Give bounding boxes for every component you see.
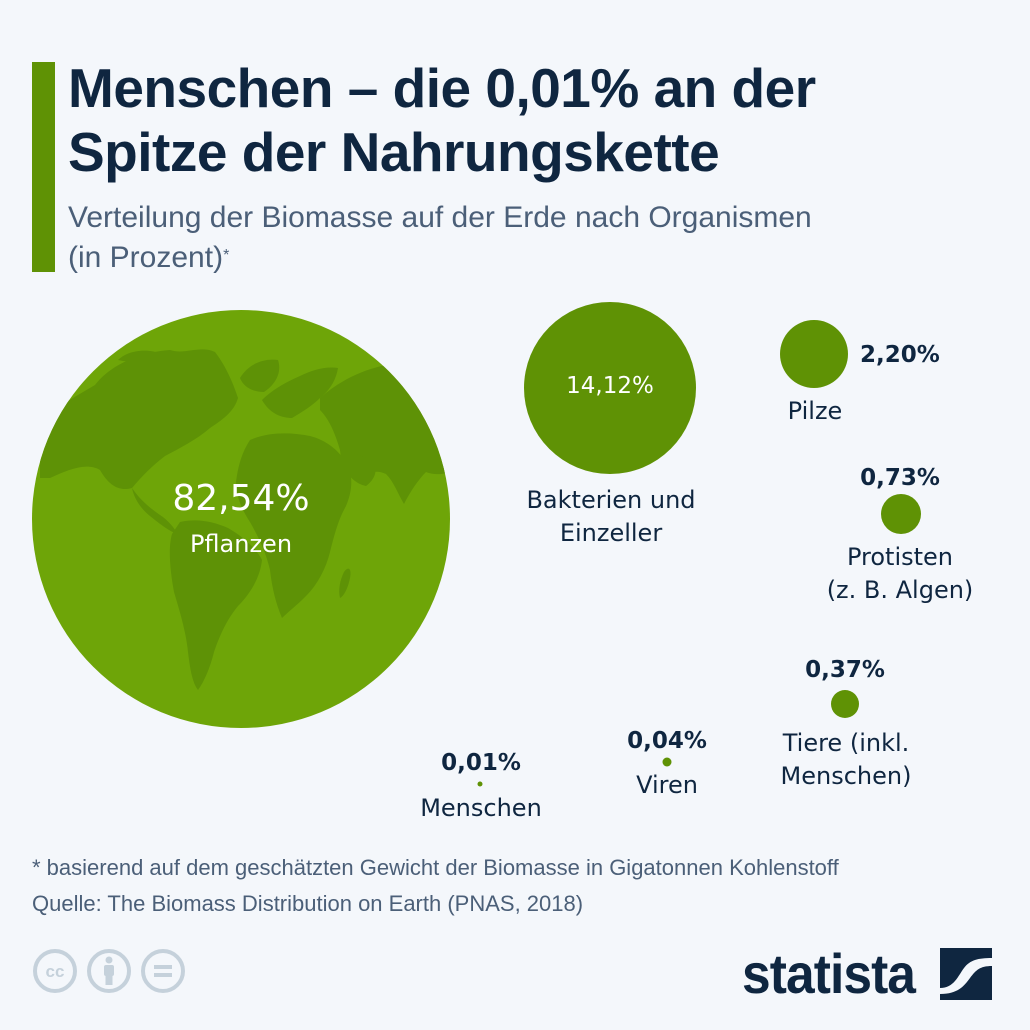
- bubble-tiere: [831, 690, 859, 718]
- attribution-icon[interactable]: [86, 948, 132, 994]
- subtitle-footnote-marker: *: [223, 247, 230, 264]
- accent-bar: [32, 62, 55, 272]
- category-label-tiere-line-2: Menschen): [781, 762, 912, 790]
- statista-wordmark: statista: [742, 942, 916, 1005]
- bubble-pilze: [780, 320, 848, 388]
- statista-logo[interactable]: statista: [742, 942, 993, 1005]
- value-label-bakterien: 14,12%: [566, 373, 654, 399]
- title-line-2: Spitze der Nahrungskette: [68, 121, 720, 183]
- source-text: Quelle: The Biomass Distribution on Eart…: [32, 891, 584, 916]
- bubble-viren: [662, 757, 672, 767]
- no-derivatives-icon[interactable]: [140, 948, 186, 994]
- value-label-tiere: 0,37%: [805, 657, 885, 683]
- value-label-pflanzen: 82,54%: [172, 478, 309, 519]
- bubble-group-viren: 0,04% Viren: [627, 728, 707, 799]
- category-label-protisten-line-2: (z. B. Algen): [827, 576, 974, 604]
- bubble-protisten: [881, 494, 921, 534]
- cc-icon[interactable]: cc: [32, 948, 78, 994]
- license-icons: cc: [32, 948, 186, 994]
- value-label-protisten: 0,73%: [860, 465, 940, 491]
- bubble-pflanzen: 82,54% Pflanzen: [32, 310, 450, 728]
- title-line-1: Menschen – die 0,01% an der: [68, 57, 816, 119]
- value-label-viren: 0,04%: [627, 728, 707, 754]
- footnote-text: * basierend auf dem geschätzten Gewicht …: [32, 855, 839, 880]
- chart-title: Menschen – die 0,01% an der Spitze der N…: [68, 56, 1018, 184]
- subtitle-line-2: (in Prozent): [68, 241, 224, 274]
- bubble-group-protisten: 0,73% Protisten (z. B. Algen): [827, 465, 974, 604]
- category-label-tiere-line-1: Tiere (inkl.: [782, 729, 910, 757]
- category-label-viren: Viren: [636, 771, 698, 799]
- bubble-menschen: [477, 781, 483, 787]
- subtitle-line-1: Verteilung der Biomasse auf der Erde nac…: [68, 201, 812, 234]
- category-label-pilze: Pilze: [788, 397, 843, 425]
- footnote: * basierend auf dem geschätzten Gewicht …: [32, 850, 839, 922]
- statista-logo-icon: [940, 948, 993, 1000]
- category-label-menschen: Menschen: [420, 794, 542, 822]
- bubble-group-menschen: 0,01% Menschen: [420, 750, 542, 822]
- chart-subtitle: Verteilung der Biomasse auf der Erde nac…: [68, 198, 1008, 278]
- bubble-group-tiere: 0,37% Tiere (inkl. Menschen): [781, 657, 912, 790]
- cc-icon-text: cc: [46, 962, 65, 981]
- bubble-group-bakterien: 14,12% Bakterien und Einzeller: [524, 302, 696, 547]
- category-label-pflanzen: Pflanzen: [190, 530, 292, 558]
- value-label-pilze: 2,20%: [860, 342, 940, 368]
- category-label-bakterien-line-2: Einzeller: [560, 519, 663, 547]
- value-label-menschen: 0,01%: [441, 750, 521, 776]
- category-label-bakterien-line-1: Bakterien und: [526, 486, 695, 514]
- bubble-group-pilze: 2,20% Pilze: [780, 320, 940, 425]
- bubble-bakterien: [524, 302, 696, 474]
- category-label-protisten-line-1: Protisten: [847, 543, 953, 571]
